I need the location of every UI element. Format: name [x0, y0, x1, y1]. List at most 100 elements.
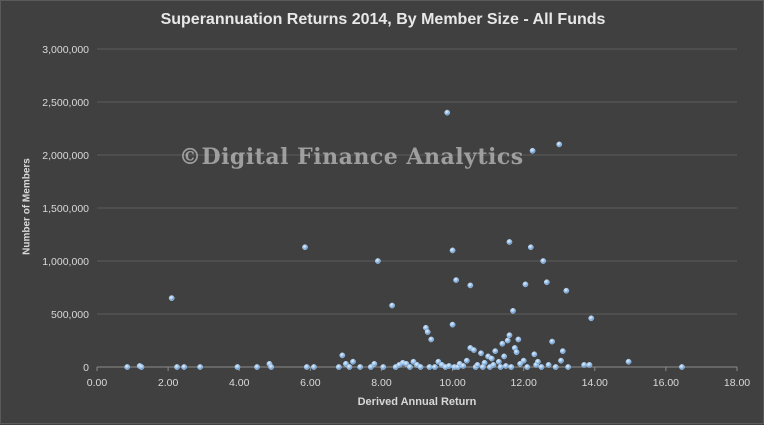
data-point [467, 282, 474, 289]
data-point [588, 315, 595, 322]
data-point [497, 364, 504, 370]
data-point [357, 364, 363, 370]
data-point [488, 355, 495, 362]
data-point [380, 364, 387, 370]
data-point [389, 302, 395, 309]
data-point [350, 358, 356, 365]
data-point [417, 364, 424, 370]
data-point [481, 359, 488, 366]
data-point [181, 364, 187, 370]
data-point [449, 247, 456, 254]
data-point [563, 287, 570, 294]
x-tick-label: 8.00 [371, 377, 392, 389]
data-point [424, 329, 431, 335]
data-point [531, 351, 538, 358]
data-point [460, 363, 467, 369]
data-point [426, 364, 433, 370]
data-point [513, 349, 520, 356]
y-tick-label: 2,000,000 [42, 150, 89, 162]
data-point [311, 364, 317, 370]
points-layer [124, 109, 685, 370]
data-point [581, 362, 587, 368]
data-point [520, 357, 527, 364]
y-tick-label: 3,000,000 [42, 44, 89, 56]
data-point [428, 336, 435, 343]
x-tick-label: 2.00 [158, 377, 179, 389]
data-point [343, 360, 349, 367]
x-tick-label: 4.00 [229, 377, 250, 389]
data-point [527, 244, 534, 251]
data-point [549, 338, 555, 345]
data-point [335, 364, 342, 370]
data-point [302, 244, 308, 251]
data-point [339, 352, 346, 359]
data-point [501, 353, 507, 360]
grid-layer [97, 48, 737, 315]
data-point [435, 358, 442, 365]
y-tick-label: 1,000,000 [42, 256, 89, 268]
data-point [565, 364, 571, 370]
data-point [559, 348, 566, 354]
data-point [474, 362, 481, 368]
x-tick-label: 0.00 [87, 377, 108, 389]
x-tick-label: 18.00 [724, 377, 750, 389]
y-tick-label: 1,500,000 [42, 203, 89, 215]
data-point [499, 340, 506, 347]
data-point [506, 239, 513, 245]
data-point [371, 360, 378, 367]
data-point [517, 360, 523, 367]
x-tick-label: 16.00 [653, 377, 679, 389]
data-point [490, 362, 497, 368]
data-point [540, 258, 547, 264]
data-point [556, 141, 563, 148]
data-point [625, 358, 632, 365]
data-point [444, 109, 451, 116]
data-point [535, 358, 541, 365]
data-point [538, 364, 545, 370]
data-point [463, 357, 470, 364]
x-tick-label: 6.00 [300, 377, 321, 389]
data-point [431, 364, 438, 370]
data-point [504, 337, 511, 344]
data-point [174, 364, 180, 370]
data-point [679, 364, 685, 370]
data-point [403, 360, 410, 367]
data-point [453, 277, 459, 283]
data-point [503, 363, 509, 369]
data-point [492, 348, 499, 354]
data-point [478, 350, 484, 357]
data-point [495, 358, 502, 365]
data-point [506, 332, 513, 339]
data-point [471, 347, 477, 353]
data-point [524, 364, 531, 370]
data-point [449, 321, 456, 328]
data-point [586, 362, 593, 368]
x-tick-label: 14.00 [582, 377, 608, 389]
data-point [254, 364, 260, 370]
data-point [558, 357, 564, 364]
chart-title: Superannuation Returns 2014, By Member S… [160, 11, 606, 28]
data-point [268, 364, 275, 370]
data-point [552, 364, 559, 370]
x-tick-label: 12.00 [511, 377, 537, 389]
data-point [375, 258, 381, 264]
x-tick-label: 10.00 [439, 377, 465, 389]
data-point [234, 364, 241, 370]
data-point [138, 364, 145, 370]
data-point [545, 362, 552, 368]
data-point [543, 279, 550, 286]
data-point [446, 363, 452, 369]
data-point [367, 364, 374, 370]
data-point [168, 295, 175, 301]
y-tick-label: 0 [83, 362, 89, 374]
data-point [522, 281, 529, 288]
x-axis-label: Derived Annual Return [357, 396, 477, 408]
axis-layer: 0 500,000 1,000,000 1,500,000 2,000,000 2,500… [42, 44, 750, 389]
data-point [407, 364, 413, 370]
data-point [346, 364, 353, 370]
data-point [508, 364, 515, 370]
data-point [410, 358, 417, 365]
data-point [529, 147, 536, 154]
data-point [515, 336, 522, 343]
